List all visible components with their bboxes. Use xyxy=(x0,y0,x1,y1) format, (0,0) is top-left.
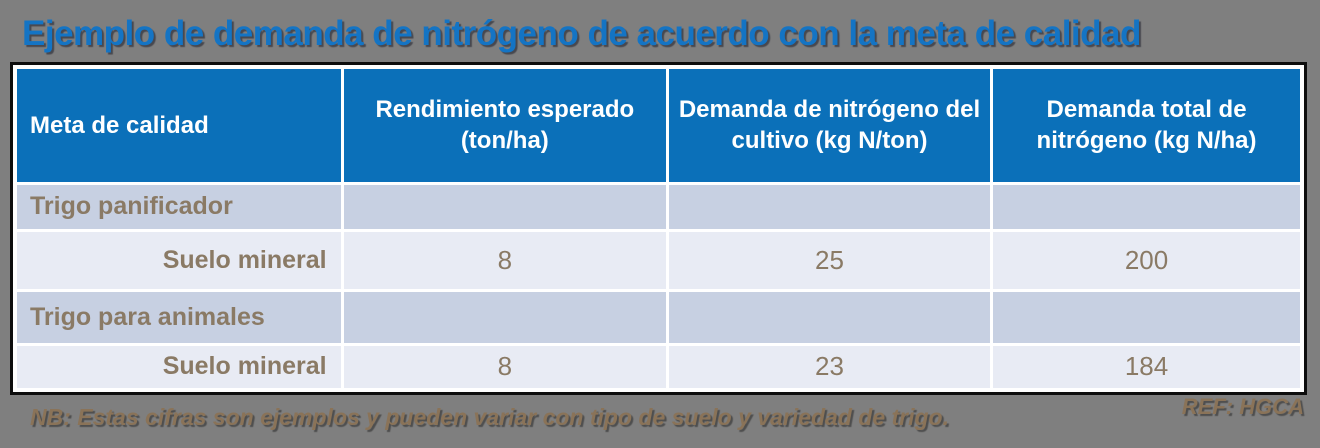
table-row-suelo-mineral-1: Suelo mineral 8 25 200 xyxy=(14,229,1303,292)
table-cell xyxy=(665,181,994,233)
table-cell-demanda-cultivo: 25 xyxy=(665,229,994,292)
column-header-meta-de-calidad: Meta de calidad xyxy=(14,66,344,185)
table-cell-demanda-cultivo: 23 xyxy=(665,342,994,392)
table-row-suelo-mineral-2: Suelo mineral 8 23 184 xyxy=(14,342,1303,392)
column-header-demanda-nitrogeno-cultivo: Demanda de nitrógeno del cultivo (kg N/t… xyxy=(665,66,994,185)
table-cell xyxy=(340,181,669,233)
row-label: Suelo mineral xyxy=(14,229,344,292)
table-row-trigo-para-animales: Trigo para animales xyxy=(14,288,1303,346)
column-header-demanda-total-nitrogeno: Demanda total de nitrógeno (kg N/ha) xyxy=(990,66,1303,185)
table-cell xyxy=(990,181,1303,233)
page-title: Ejemplo de demanda de nitrógeno de acuer… xyxy=(22,14,1141,53)
row-label: Suelo mineral xyxy=(14,342,344,392)
row-label: Trigo para animales xyxy=(14,288,344,346)
table-cell-demanda-total: 200 xyxy=(990,229,1303,292)
table-cell-rendimiento: 8 xyxy=(340,342,669,392)
row-label: Trigo panificador xyxy=(14,181,344,233)
footnote-text: NB: Estas cifras son ejemplos y pueden v… xyxy=(30,404,949,430)
table-row-trigo-panificador: Trigo panificador xyxy=(14,181,1303,233)
column-header-rendimiento-esperado: Rendimiento esperado (ton/ha) xyxy=(340,66,669,185)
table-cell-rendimiento: 8 xyxy=(340,229,669,292)
nitrogen-demand-table-frame: Meta de calidad Rendimiento esperado (to… xyxy=(10,62,1307,395)
table-cell xyxy=(340,288,669,346)
table-cell xyxy=(990,288,1303,346)
table-header-row: Meta de calidad Rendimiento esperado (to… xyxy=(14,66,1303,185)
reference-text: REF: HGCA xyxy=(1181,394,1304,419)
table-cell-demanda-total: 184 xyxy=(990,342,1303,392)
nitrogen-demand-table: Meta de calidad Rendimiento esperado (to… xyxy=(14,66,1303,392)
table-cell xyxy=(665,288,994,346)
